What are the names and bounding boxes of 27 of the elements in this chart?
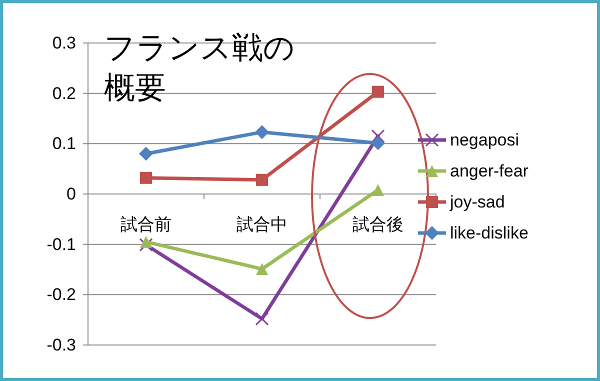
legend-label: negaposi (450, 130, 520, 150)
point (256, 174, 268, 186)
point (372, 184, 384, 196)
legend-label: anger-fear (450, 162, 529, 180)
y-tick-label: 0.1 (52, 134, 76, 154)
point (140, 236, 152, 248)
y-tick-label: 0.3 (52, 34, 76, 52)
point (140, 172, 152, 184)
y-tick-label: 0.2 (52, 84, 76, 103)
legend-label: joy-sad (449, 192, 505, 212)
y-tick-label: -0.1 (46, 234, 76, 254)
point (255, 312, 269, 326)
point (372, 86, 384, 98)
point (139, 146, 153, 161)
y-tick-label: -0.2 (46, 285, 76, 304)
x-tick-label: 試合前 (120, 215, 172, 234)
point (371, 136, 385, 150)
y-tick-label: -0.3 (46, 336, 76, 354)
point (255, 125, 269, 140)
point (256, 262, 268, 275)
x-tick-label: 試合中 (236, 215, 288, 234)
chart-title: フランス戦の概要 (104, 29, 296, 107)
legend-label: like-dislike (450, 224, 528, 242)
x-tick-label: 試合後 (352, 215, 404, 234)
point (139, 238, 153, 252)
y-tick-label: 0 (66, 184, 76, 204)
point (371, 129, 385, 143)
